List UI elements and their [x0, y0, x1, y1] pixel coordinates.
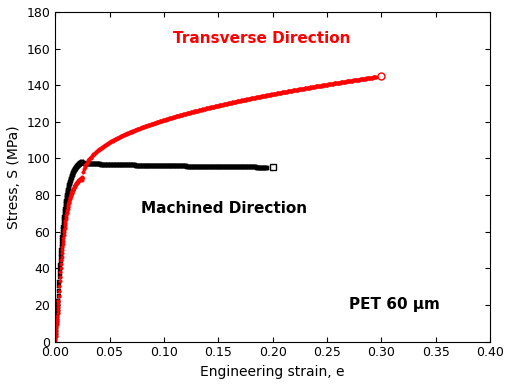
Text: PET 60 μm: PET 60 μm [349, 297, 439, 312]
Y-axis label: Stress, S (MPa): Stress, S (MPa) [7, 125, 21, 229]
Text: Transverse Direction: Transverse Direction [173, 31, 351, 46]
Text: Machined Direction: Machined Direction [141, 201, 307, 217]
X-axis label: Engineering strain, e: Engineering strain, e [200, 365, 345, 379]
